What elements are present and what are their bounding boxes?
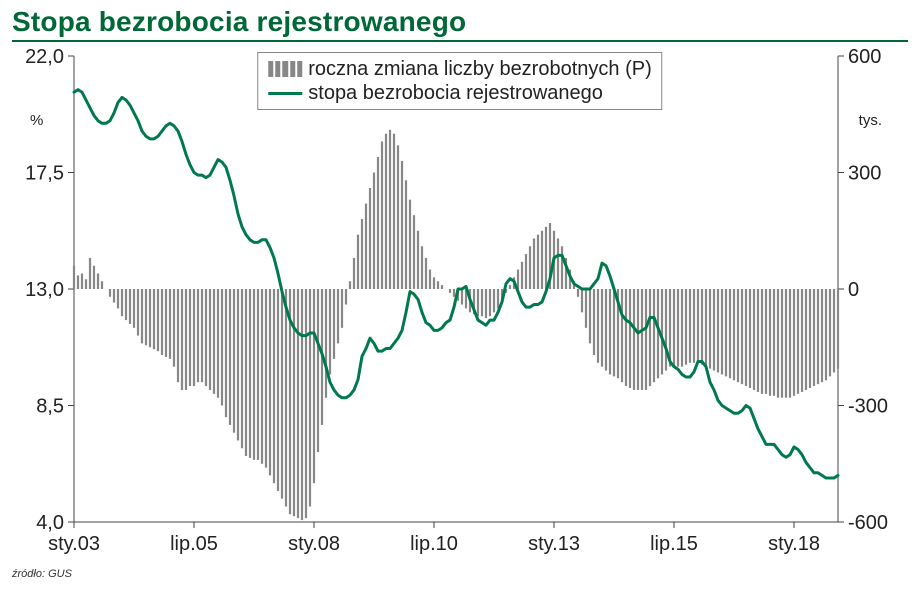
legend-swatch-bars xyxy=(268,61,302,77)
svg-text:lip.05: lip.05 xyxy=(170,533,218,555)
svg-text:-600: -600 xyxy=(848,512,888,534)
svg-text:17,5: 17,5 xyxy=(25,163,64,185)
svg-text:13,0: 13,0 xyxy=(25,279,64,301)
svg-text:lip.15: lip.15 xyxy=(650,533,698,555)
svg-text:8,5: 8,5 xyxy=(36,396,64,418)
bars-group xyxy=(73,130,839,520)
svg-text:sty.13: sty.13 xyxy=(528,533,580,555)
chart-title: Stopa bezrobocia rejestrowanego xyxy=(12,6,908,42)
legend-row-bars: roczna zmiana liczby bezrobotnych (P) xyxy=(268,57,651,81)
svg-text:sty.03: sty.03 xyxy=(48,533,100,555)
svg-text:sty.18: sty.18 xyxy=(768,533,820,555)
svg-text:22,0: 22,0 xyxy=(25,46,64,68)
svg-text:0: 0 xyxy=(848,279,859,301)
svg-text:lip.10: lip.10 xyxy=(410,533,458,555)
svg-text:4,0: 4,0 xyxy=(36,512,64,534)
svg-text:300: 300 xyxy=(848,163,881,185)
source-label: źródło: GUS xyxy=(12,568,908,580)
svg-text:600: 600 xyxy=(848,46,881,68)
svg-text:-300: -300 xyxy=(848,396,888,418)
chart-area: 22,0 17,5 13,0 8,5 4,0 600 300 0 -300 -600 sty.03 l… xyxy=(12,46,908,566)
y-right-unit: tys. xyxy=(859,112,882,129)
y-left-unit: % xyxy=(30,112,43,129)
legend-label-line: stopa bezrobocia rejestrowanego xyxy=(308,82,603,105)
chart-svg: 22,0 17,5 13,0 8,5 4,0 600 300 0 -300 -600 sty.03 l… xyxy=(12,46,908,566)
legend-row-line: stopa bezrobocia rejestrowanego xyxy=(268,81,651,105)
legend: roczna zmiana liczby bezrobotnych (P) st… xyxy=(257,52,662,110)
legend-label-bars: roczna zmiana liczby bezrobotnych (P) xyxy=(308,58,651,81)
svg-text:sty.08: sty.08 xyxy=(288,533,340,555)
legend-swatch-line xyxy=(268,92,302,95)
